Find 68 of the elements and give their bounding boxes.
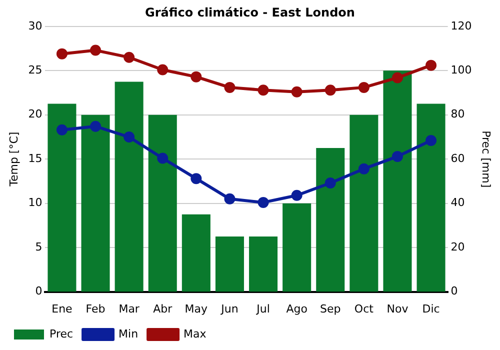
bar (215, 236, 244, 292)
point (358, 82, 370, 93)
point (56, 124, 68, 136)
bar (249, 236, 278, 292)
bar (383, 70, 412, 292)
bar (350, 114, 378, 292)
point (90, 44, 102, 56)
y2-tick-label: 60 (450, 152, 465, 165)
point (291, 190, 302, 201)
legend-label: Prec (50, 327, 74, 340)
point (324, 177, 336, 188)
point (124, 131, 135, 142)
x-tick-label: Jun (220, 302, 238, 316)
y2-tick-label: 40 (450, 196, 465, 210)
point (392, 72, 403, 84)
y2-tick-label: 120 (450, 19, 472, 32)
bar (81, 114, 110, 292)
point (224, 193, 236, 204)
bar (282, 203, 312, 292)
legend-label: Max (184, 327, 207, 340)
x-tick-label: Ago (286, 302, 308, 316)
legend-label: Min (118, 327, 138, 340)
bar (416, 104, 446, 292)
x-tick-label: Dic (422, 302, 440, 316)
point (157, 64, 168, 76)
point (258, 84, 269, 96)
point (258, 196, 269, 208)
y-tick-label: 30 (28, 19, 42, 32)
x-tick-label: Jul (256, 302, 270, 316)
y-tick-label: 10 (28, 196, 42, 210)
point (157, 152, 168, 164)
chart-title: Gráfico climático - East London (145, 5, 355, 20)
y-tick-label: 5 (35, 240, 42, 254)
bar (182, 214, 210, 292)
point (358, 163, 370, 174)
point (324, 84, 336, 96)
x-tick-label: Feb (86, 302, 106, 316)
point (291, 86, 302, 98)
x-tick-label: Mar (118, 302, 140, 316)
x-tick-label: Oct (354, 302, 374, 316)
y2-tick-label: 20 (450, 240, 465, 254)
bar (114, 82, 144, 292)
point (392, 150, 403, 162)
y-tick-label: 20 (28, 108, 42, 121)
y2-tick-label: 0 (450, 284, 458, 298)
bar (48, 104, 76, 292)
x-tick-label: Ene (52, 302, 73, 316)
point (426, 135, 437, 146)
point (124, 52, 135, 63)
bar (148, 114, 177, 292)
y-tick-label: 15 (28, 152, 42, 165)
point (224, 82, 236, 93)
x-tick-label: May (184, 302, 208, 316)
y2-tick-label: 80 (450, 108, 465, 121)
point (190, 173, 202, 184)
y-tick-label: 0 (35, 284, 42, 298)
bar (316, 148, 345, 292)
point (426, 60, 437, 71)
y-tick-label: 25 (28, 63, 42, 76)
y-axis-title: Temp [°C] (7, 132, 20, 188)
y2-tick-label: 100 (450, 63, 472, 76)
y2-axis-title: Prec [mm] (480, 130, 493, 188)
point (190, 71, 202, 82)
x-tick-label: Nov (386, 302, 409, 316)
point (56, 48, 68, 60)
x-tick-label: Abr (153, 302, 173, 316)
x-tick-label: Sep (320, 302, 341, 316)
point (90, 120, 102, 132)
